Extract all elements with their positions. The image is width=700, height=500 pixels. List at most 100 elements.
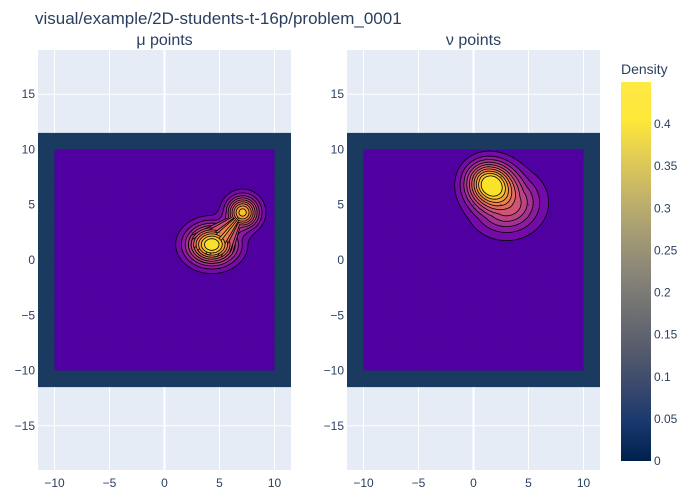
sample-point-mu — [81, 203, 83, 206]
sample-point-mu — [108, 369, 111, 372]
sample-point-mu — [136, 231, 138, 234]
sample-point-nu — [390, 341, 392, 344]
y-tick-label-nu: −5 — [330, 308, 344, 322]
sample-point-nu — [390, 286, 392, 289]
sample-point-nu — [527, 259, 530, 261]
sample-point-nu — [555, 341, 557, 344]
sample-point-mu — [81, 176, 83, 179]
sample-point-mu — [218, 286, 221, 289]
sample-point-nu — [582, 341, 585, 344]
sample-point-mu — [53, 231, 56, 234]
sample-point-nu — [472, 341, 475, 344]
sample-point-mu — [108, 176, 111, 179]
y-tick-label-mu: −15 — [15, 419, 36, 433]
sample-point-nu — [445, 176, 447, 179]
contour-level-nu — [480, 175, 503, 197]
sample-point-nu — [527, 286, 530, 289]
sample-point-nu — [417, 148, 420, 151]
sample-point-mu — [53, 286, 56, 289]
sample-point-nu — [500, 314, 502, 317]
sample-point-nu — [445, 148, 447, 151]
subplot-title-mu: μ points — [136, 32, 192, 49]
sample-point-mu — [81, 259, 83, 261]
sample-point-nu — [500, 259, 502, 261]
sample-point-mu — [273, 314, 276, 317]
sample-point-nu — [500, 148, 502, 151]
sample-point-nu — [582, 231, 585, 234]
sample-point-nu — [555, 203, 557, 206]
sample-point-mu — [218, 176, 221, 179]
sample-point-mu — [191, 286, 193, 289]
sample-point-mu — [218, 148, 221, 151]
sample-point-nu — [417, 203, 420, 206]
sample-point-mu — [218, 231, 221, 234]
sample-point-mu — [53, 314, 56, 317]
sample-point-nu — [472, 203, 475, 206]
sample-point-mu — [246, 369, 248, 372]
sample-point-nu — [445, 314, 447, 317]
sample-point-mu — [246, 148, 248, 151]
contour-level-mu — [238, 208, 247, 217]
colorbar-tick-label: 0.35 — [654, 159, 678, 173]
contour-level-mu — [204, 238, 220, 251]
sample-point-mu — [273, 148, 276, 151]
sample-point-mu — [108, 314, 111, 317]
colorbar-tick-label: 0.2 — [654, 286, 671, 300]
sample-point-mu — [53, 369, 56, 372]
sample-point-nu — [527, 369, 530, 372]
sample-point-mu — [81, 369, 83, 372]
x-tick-label-mu: −10 — [44, 476, 65, 490]
sample-point-nu — [472, 314, 475, 317]
sample-point-mu — [163, 286, 166, 289]
sample-point-nu — [362, 148, 365, 151]
sample-point-mu — [81, 314, 83, 317]
y-tick-label-nu: 10 — [331, 142, 345, 156]
sample-point-mu — [53, 176, 56, 179]
sample-point-mu — [246, 259, 248, 261]
sample-point-mu — [108, 259, 111, 261]
sample-point-nu — [582, 314, 585, 317]
sample-point-mu — [81, 286, 83, 289]
sample-point-nu — [362, 369, 365, 372]
sample-point-mu — [246, 314, 248, 317]
sample-point-nu — [527, 176, 530, 179]
sample-point-nu — [472, 259, 475, 261]
sample-point-nu — [527, 314, 530, 317]
sample-point-nu — [390, 314, 392, 317]
sample-point-nu — [500, 286, 502, 289]
sample-point-nu — [362, 231, 365, 234]
sample-point-mu — [136, 203, 138, 206]
y-tick-label-nu: −15 — [324, 419, 345, 433]
sample-point-mu — [136, 369, 138, 372]
sample-point-mu — [218, 341, 221, 344]
contour-group-nu — [454, 150, 550, 241]
panel-nu: ν points −10 −5 0 5 10 −15 −10 −5 0 5 10 15 — [324, 32, 600, 490]
sample-point-nu — [472, 148, 475, 151]
sample-point-mu — [81, 231, 83, 234]
sample-point-nu — [555, 148, 557, 151]
sample-point-nu — [445, 369, 447, 372]
y-tick-label-mu: 0 — [28, 253, 35, 267]
chart-title: visual/example/2D-students-t-16p/problem… — [35, 9, 402, 28]
sample-point-mu — [191, 231, 193, 234]
sample-point-mu — [218, 259, 221, 261]
sample-point-nu — [390, 176, 392, 179]
colorbar-tick-label: 0.1 — [654, 370, 671, 384]
contour-group-mu — [175, 188, 267, 275]
sample-point-mu — [53, 148, 56, 151]
sample-point-mu — [163, 314, 166, 317]
sample-point-mu — [163, 231, 166, 234]
sample-point-nu — [417, 369, 420, 372]
sample-point-mu — [163, 369, 166, 372]
sample-point-nu — [527, 341, 530, 344]
sample-point-mu — [218, 203, 221, 206]
y-tick-label-mu: 5 — [28, 198, 35, 212]
sample-point-mu — [163, 341, 166, 344]
sample-point-nu — [582, 176, 585, 179]
sample-point-nu — [582, 148, 585, 151]
sample-point-mu — [81, 148, 83, 151]
sample-point-mu — [273, 176, 276, 179]
sample-point-nu — [362, 176, 365, 179]
sample-point-nu — [362, 203, 365, 206]
sample-point-nu — [500, 369, 502, 372]
